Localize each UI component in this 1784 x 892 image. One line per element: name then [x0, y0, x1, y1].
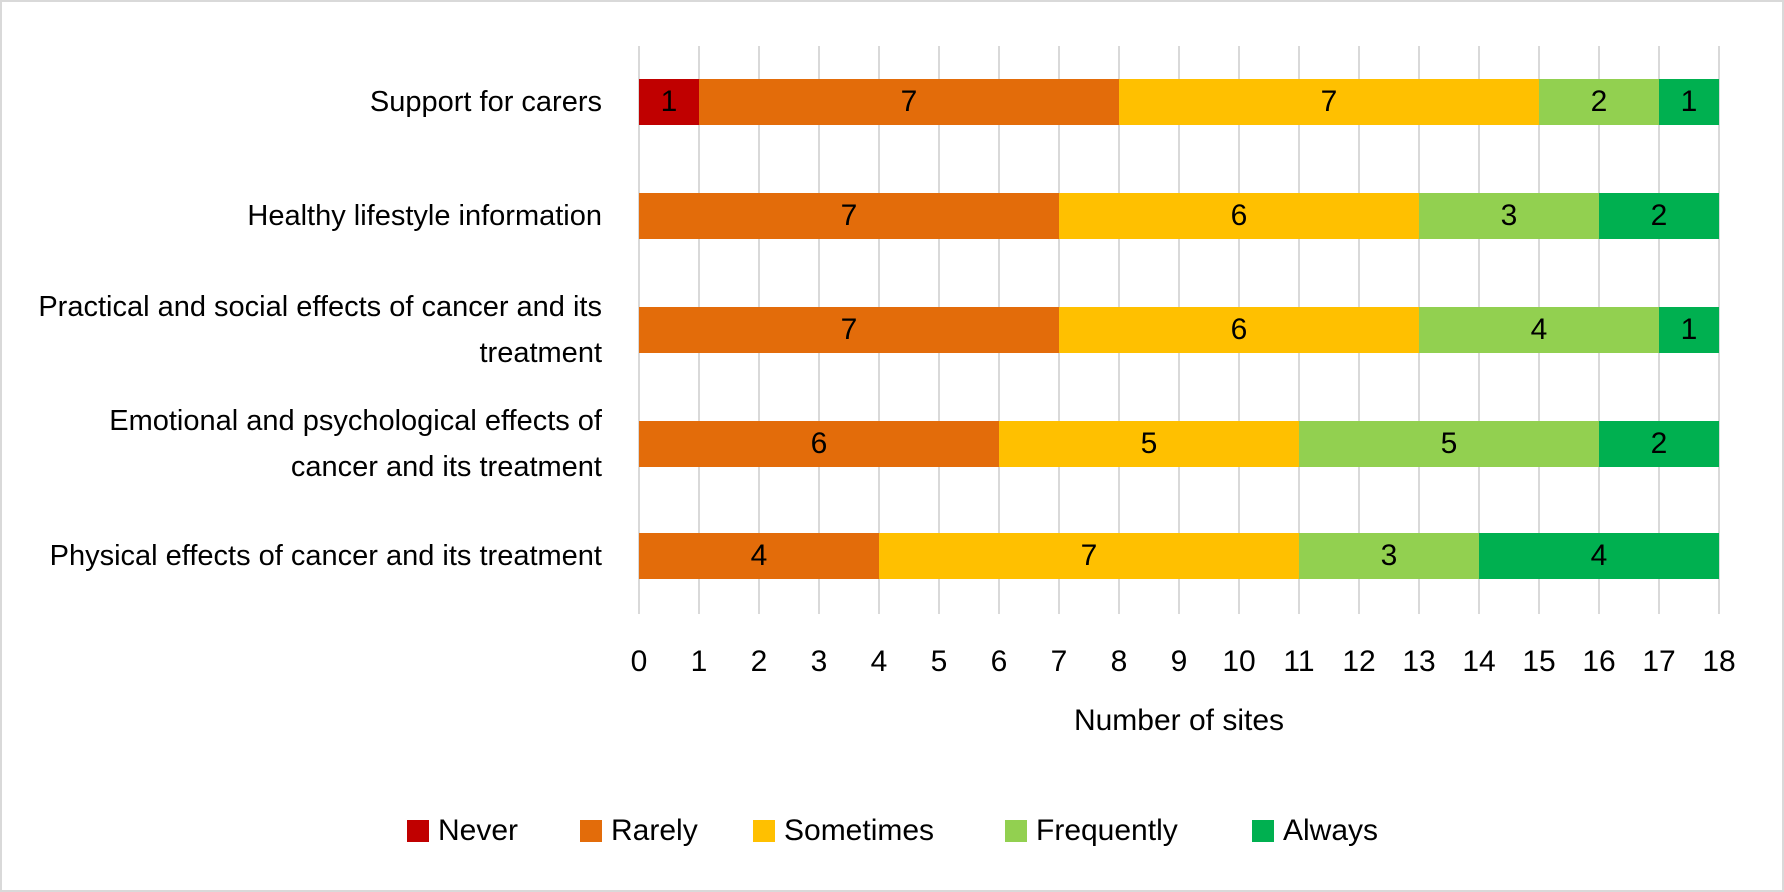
bar-segment [1059, 193, 1419, 239]
category-label: Emotional and psychological effects of c… [109, 405, 602, 483]
legend-label: Never [438, 814, 518, 847]
x-tick-label: 0 [631, 645, 648, 678]
legend-label: Always [1283, 814, 1378, 847]
data-label: 7 [901, 85, 918, 118]
bar-segment [639, 533, 879, 579]
bar-segment [1479, 533, 1719, 579]
bar-segment [1059, 307, 1419, 353]
data-label: 3 [1501, 199, 1518, 232]
data-label: 5 [1141, 427, 1158, 460]
bar-segment [639, 79, 699, 125]
x-tick-label: 13 [1402, 645, 1435, 678]
x-tick-label: 9 [1171, 645, 1188, 678]
category-label: Healthy lifestyle information [247, 200, 602, 232]
x-tick-label: 10 [1222, 645, 1255, 678]
bar-segment [1659, 307, 1719, 353]
bar-segment [639, 307, 1059, 353]
x-tick-label: 6 [991, 645, 1008, 678]
data-label: 2 [1591, 85, 1608, 118]
data-label: 7 [1081, 539, 1098, 572]
data-label: 2 [1651, 427, 1668, 460]
legend-label: Frequently [1036, 814, 1178, 847]
data-label: 1 [1681, 85, 1698, 118]
legend-label: Rarely [611, 814, 698, 847]
bar-segment [1659, 79, 1719, 125]
x-tick-label: 16 [1582, 645, 1615, 678]
bar-segment [1419, 193, 1599, 239]
x-tick-label: 14 [1462, 645, 1495, 678]
x-tick-label: 3 [811, 645, 828, 678]
legend-label: Sometimes [784, 814, 934, 847]
x-tick-label: 17 [1642, 645, 1675, 678]
data-label: 5 [1441, 427, 1458, 460]
legend-swatch [580, 820, 602, 842]
data-label: 1 [661, 85, 678, 118]
category-label: Practical and social effects of cancer a… [38, 291, 602, 369]
data-label: 1 [1681, 313, 1698, 346]
bar-segment [1299, 421, 1599, 467]
bar-segment [639, 421, 999, 467]
data-label: 4 [751, 539, 768, 572]
bar-segment [639, 193, 1059, 239]
bar-segment [999, 421, 1299, 467]
legend-swatch [407, 820, 429, 842]
x-axis-title: Number of sites [1074, 704, 1284, 737]
data-label: 6 [1231, 199, 1248, 232]
x-tick-label: 5 [931, 645, 948, 678]
x-tick-label: 7 [1051, 645, 1068, 678]
bar-segment [1419, 307, 1659, 353]
data-label: 6 [1231, 313, 1248, 346]
data-label: 3 [1381, 539, 1398, 572]
category-label: Support for carers [369, 86, 602, 118]
x-tick-label: 8 [1111, 645, 1128, 678]
bar-segment [1599, 193, 1719, 239]
x-tick-label: 1 [691, 645, 708, 678]
legend-swatch [1005, 820, 1027, 842]
data-label: 4 [1591, 539, 1608, 572]
bar-segment [699, 79, 1119, 125]
bar-segment [1599, 421, 1719, 467]
legend-swatch [1252, 820, 1274, 842]
data-label: 4 [1531, 313, 1548, 346]
x-tick-label: 15 [1522, 645, 1555, 678]
x-tick-label: 18 [1702, 645, 1735, 678]
legend-swatch [753, 820, 775, 842]
bar-segment [879, 533, 1299, 579]
x-tick-label: 12 [1342, 645, 1375, 678]
data-label: 7 [1321, 85, 1338, 118]
bar-segment [1119, 79, 1539, 125]
x-tick-label: 11 [1283, 645, 1314, 678]
data-label: 7 [841, 313, 858, 346]
data-label: 7 [841, 199, 858, 232]
category-label: Physical effects of cancer and its treat… [49, 540, 602, 572]
x-tick-label: 4 [871, 645, 888, 678]
x-tick-label: 2 [751, 645, 768, 678]
bar-segment [1299, 533, 1479, 579]
data-label: 2 [1651, 199, 1668, 232]
bar-segment [1539, 79, 1659, 125]
data-label: 6 [811, 427, 828, 460]
